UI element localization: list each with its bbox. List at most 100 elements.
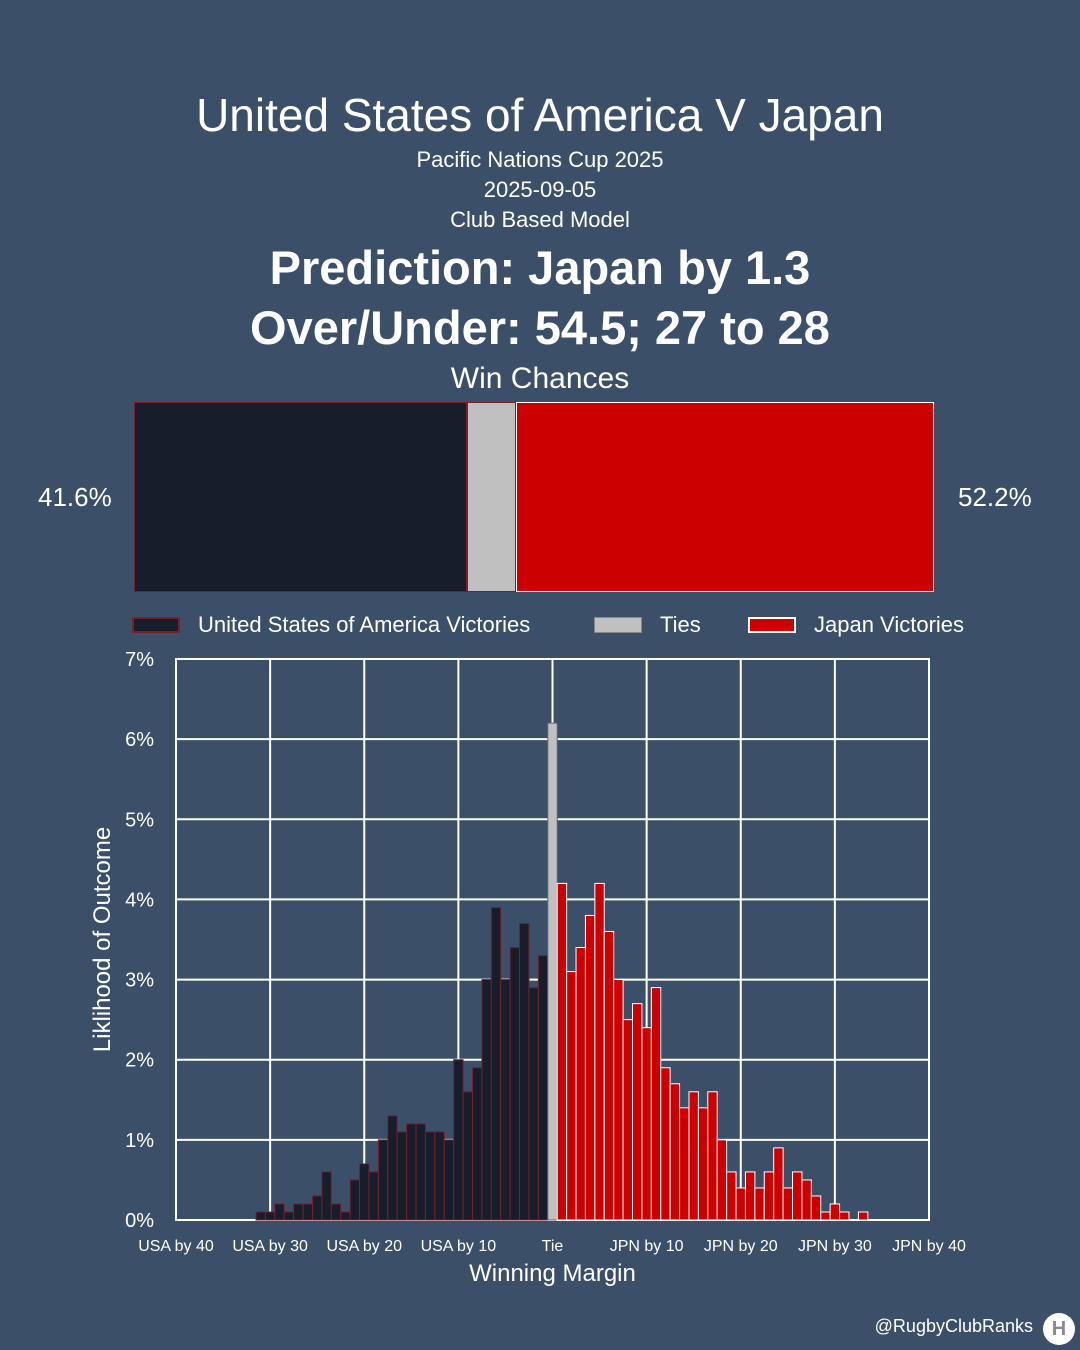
bar-jpn: [726, 1171, 737, 1221]
bar-usa: [349, 1179, 361, 1221]
bar-jpn: [688, 1091, 699, 1221]
bar-jpn: [603, 930, 615, 1221]
bar-jpn: [594, 882, 605, 1221]
legend-label-jpn: Japan Victories: [814, 612, 965, 637]
legend-item-usa: United States of America Victories: [132, 612, 530, 638]
bar-jpn: [622, 1019, 634, 1221]
bar-usa: [368, 1171, 379, 1221]
bar-usa: [359, 1163, 370, 1221]
bar-usa: [490, 906, 502, 1221]
prediction-text: Prediction: Japan by 1.3: [269, 241, 811, 294]
bar-usa: [387, 1115, 398, 1221]
bar-jpn: [641, 1027, 652, 1221]
bar-jpn: [575, 947, 586, 1221]
chart-title: United States of America V Japan: [196, 89, 884, 141]
bar-usa: [453, 1059, 464, 1221]
bar-usa: [481, 979, 492, 1221]
bar-usa: [500, 979, 511, 1221]
bar-usa: [519, 922, 530, 1221]
bar-jpn: [556, 882, 568, 1221]
y-tick-label: 5%: [125, 809, 154, 831]
match-date: 2025-09-05: [483, 177, 597, 202]
bar-usa: [255, 1211, 266, 1221]
bar-jpn: [650, 987, 662, 1221]
bar-usa: [302, 1203, 313, 1221]
credit-text: @RugbyClubRanks: [874, 1316, 1033, 1336]
win-bar-usa: [134, 402, 467, 592]
logo-icon: H: [1043, 1313, 1075, 1345]
win-bar-tie: [466, 402, 517, 592]
bar-jpn: [566, 971, 577, 1221]
bar-usa: [293, 1203, 304, 1221]
x-tick-label: USA by 40: [138, 1238, 214, 1255]
bar-jpn: [782, 1187, 794, 1221]
legend-label-usa: United States of America Victories: [198, 612, 531, 637]
competition-label: Pacific Nations Cup 2025: [416, 147, 664, 172]
x-axis-label: Winning Margin: [469, 1260, 636, 1287]
x-tick-label: JPN by 40: [892, 1238, 966, 1255]
bar-usa: [462, 1091, 473, 1221]
legend-swatch-tie: [594, 617, 642, 633]
margin-histogram: USA by 40 USA by 30 USA by 20 USA by 10 Tie J…: [89, 649, 966, 1287]
usa-win-percent: 41.6%: [38, 482, 112, 512]
x-tick-label: Tie: [542, 1238, 564, 1255]
y-tick-label: 4%: [125, 889, 154, 911]
bar-tie: [547, 722, 558, 1221]
bar-jpn: [792, 1171, 803, 1221]
bar-jpn: [820, 1211, 831, 1221]
bar-jpn: [660, 1067, 671, 1221]
x-tick-label: JPN by 30: [798, 1238, 872, 1255]
y-tick-label: 0%: [125, 1210, 154, 1232]
bar-jpn: [679, 1107, 690, 1221]
win-bar-jpn: [516, 402, 934, 592]
bar-usa: [283, 1211, 295, 1221]
x-tick-label: USA by 20: [326, 1238, 402, 1255]
bar-jpn: [735, 1187, 746, 1221]
bar-jpn: [669, 1083, 681, 1221]
y-tick-label: 3%: [125, 970, 154, 992]
legend-item-jpn: Japan Victories: [748, 612, 964, 638]
bar-usa: [415, 1123, 426, 1221]
jpn-win-percent: 52.2%: [958, 482, 1032, 512]
bar-usa: [321, 1171, 332, 1221]
bar-usa: [537, 955, 549, 1221]
bar-usa: [443, 1139, 455, 1221]
model-label: Club Based Model: [450, 207, 630, 232]
bar-jpn: [773, 1147, 784, 1221]
bar-usa: [406, 1123, 417, 1221]
bar-jpn: [584, 914, 596, 1221]
y-tick-label: 6%: [125, 729, 154, 751]
bar-usa: [396, 1131, 408, 1221]
bar-jpn: [697, 1107, 709, 1221]
y-axis-label: Liklihood of Outcome: [89, 827, 116, 1052]
win-chances-bar: [134, 402, 934, 592]
bar-jpn: [613, 979, 624, 1221]
bar-usa: [471, 1067, 483, 1221]
bar-jpn: [754, 1187, 765, 1221]
y-tick-label: 2%: [125, 1050, 154, 1072]
legend-swatch-jpn: [748, 617, 796, 633]
win-chances-title: Win Chances: [450, 362, 630, 395]
bar-usa: [264, 1211, 276, 1221]
x-tick-label: USA by 10: [421, 1238, 497, 1255]
bar-jpn: [632, 1003, 643, 1221]
over-under-text: Over/Under: 54.5; 27 to 28: [250, 301, 830, 354]
x-tick-label: JPN by 10: [610, 1238, 684, 1255]
y-tick-label: 7%: [125, 649, 154, 671]
bar-jpn: [744, 1171, 756, 1221]
bar-usa: [434, 1131, 445, 1221]
bar-usa: [424, 1131, 436, 1221]
bar-jpn: [716, 1139, 728, 1221]
y-tick-label: 1%: [125, 1130, 154, 1152]
x-tick-label: JPN by 20: [704, 1238, 778, 1255]
bar-usa: [274, 1203, 285, 1221]
legend-swatch-usa: [132, 617, 180, 633]
bar-jpn: [801, 1179, 812, 1221]
bar-usa: [330, 1203, 342, 1221]
bar-jpn: [829, 1203, 841, 1221]
bar-usa: [311, 1195, 323, 1221]
bar-usa: [509, 947, 521, 1221]
bar-usa: [377, 1139, 389, 1221]
bar-usa: [528, 987, 539, 1221]
bar-jpn: [763, 1171, 775, 1221]
